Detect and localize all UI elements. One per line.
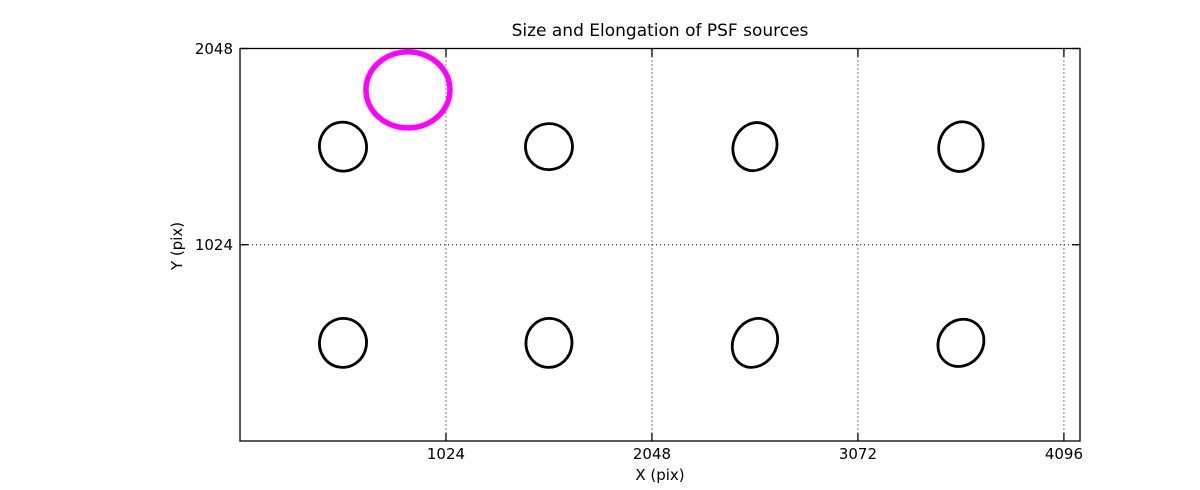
psf-source-ellipse bbox=[730, 317, 780, 369]
x-tick-label: 1024 bbox=[426, 445, 466, 463]
y-axis-label: Y (pix) bbox=[168, 221, 186, 271]
highlight-circle bbox=[363, 49, 453, 131]
psf-source-ellipse bbox=[524, 122, 574, 172]
psf-source-ellipse bbox=[318, 120, 368, 173]
psf-source-ellipse bbox=[524, 316, 574, 369]
psf-source-ellipse bbox=[318, 317, 368, 369]
y-tick-label: 1024 bbox=[194, 235, 233, 254]
y-tick-label: 2048 bbox=[194, 39, 233, 58]
x-axis-label: X (pix) bbox=[635, 466, 685, 484]
psf-source-ellipse bbox=[731, 121, 779, 173]
chart-title: Size and Elongation of PSF sources bbox=[511, 21, 809, 41]
x-tick-label: 3072 bbox=[838, 445, 878, 463]
psf-source-ellipse bbox=[937, 120, 985, 173]
psf-source-ellipse bbox=[936, 317, 986, 368]
x-tick-label: 4096 bbox=[1044, 445, 1083, 463]
x-tick-label: 2048 bbox=[632, 445, 672, 463]
